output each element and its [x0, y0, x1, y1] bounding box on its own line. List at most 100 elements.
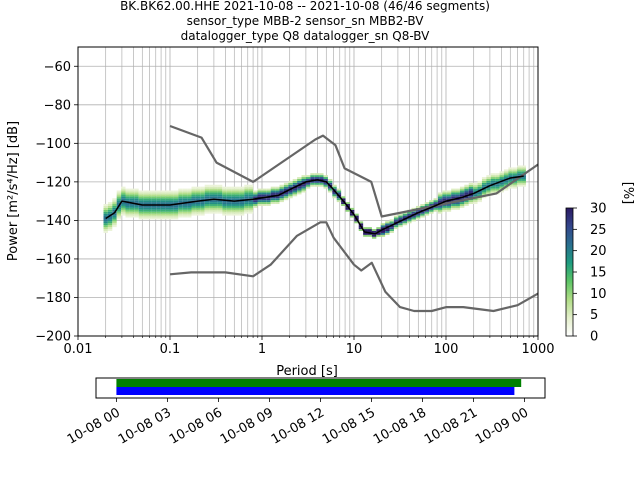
pdf-cell [107, 211, 113, 214]
pdf-cell [187, 204, 192, 206]
pdf-cell [173, 205, 179, 208]
pdf-cell [244, 205, 249, 208]
pdf-cell [253, 202, 258, 205]
pdf-cell [151, 192, 157, 195]
pdf-cell [160, 211, 166, 214]
pdf-cell [288, 192, 293, 195]
pdf-cell [261, 188, 267, 191]
pdf-cell [490, 180, 496, 183]
pdf-cell [222, 211, 227, 214]
pdf-cell [187, 205, 192, 208]
pdf-cell [473, 190, 478, 193]
pdf-cell [270, 186, 276, 189]
pdf-cell [512, 182, 518, 185]
pdf-cell [213, 205, 218, 208]
pdf-cell [143, 217, 148, 220]
pdf-cell [270, 196, 276, 199]
pdf-cell [446, 192, 452, 195]
pdf-cell [288, 186, 293, 189]
pdf-cell [446, 194, 452, 197]
pdf-cell [103, 225, 108, 228]
pdf-cell [327, 190, 333, 193]
pdf-cell [182, 196, 188, 199]
pdf-cell [349, 207, 355, 210]
pdf-cell [217, 200, 223, 203]
pdf-cell [442, 205, 447, 208]
pdf-cell [239, 209, 245, 212]
pdf-cell [270, 202, 276, 205]
pdf-cell [204, 192, 210, 195]
pdf-cell [327, 188, 333, 191]
pdf-cell [213, 207, 218, 210]
pdf-cell [345, 202, 350, 205]
pdf-cell [459, 190, 465, 193]
pdf-cell [187, 200, 192, 203]
pdf-cell [195, 196, 201, 199]
pdf-cell [499, 186, 504, 189]
pdf-cell [319, 178, 324, 181]
pdf-cell [165, 211, 170, 214]
pdf-cell [156, 194, 161, 197]
pdf-cell [270, 192, 276, 195]
pdf-cell [283, 188, 289, 191]
pdf-cell [191, 194, 196, 197]
pdf-cell [248, 192, 254, 195]
pdf-cell [217, 184, 223, 187]
pdf-cell [121, 204, 126, 206]
pdf-cell [182, 198, 188, 201]
pdf-cell [169, 192, 174, 195]
pdf-cell [235, 196, 240, 199]
pdf-cell [239, 202, 245, 205]
pdf-cell [226, 186, 232, 189]
pdf-cell [226, 213, 232, 216]
pdf-cell [103, 209, 108, 212]
pdf-cell [455, 205, 460, 208]
pdf-cell [182, 190, 188, 193]
pdf-cell [345, 209, 350, 212]
pdf-cell [134, 213, 139, 216]
pdf-cell [429, 209, 434, 212]
pdf-cell [279, 198, 284, 201]
pdf-cell [125, 211, 130, 214]
pdf-cell [261, 198, 267, 201]
pdf-cell [257, 188, 262, 191]
pdf-cell [481, 188, 487, 191]
pdf-cell [314, 180, 320, 183]
pdf-cell [226, 196, 232, 199]
pdf-cell [477, 190, 482, 193]
pdf-cell [292, 190, 298, 193]
pdf-cell [195, 204, 201, 206]
pdf-cell [407, 217, 412, 220]
pdf-cell [103, 223, 108, 226]
pdf-cell [512, 173, 518, 176]
pdf-cell [420, 215, 425, 218]
pdf-cell [345, 204, 350, 206]
pdf-cell [358, 223, 364, 226]
y-tick-label: −100 [35, 137, 71, 152]
pdf-cell [138, 190, 144, 193]
pdf-cell [503, 180, 509, 183]
pdf-cell [200, 196, 205, 199]
pdf-cell [182, 204, 188, 206]
pdf-cell [248, 186, 254, 189]
pdf-cell [195, 186, 201, 189]
title-line-2: sensor_type MBB-2 sensor_sn MBB2-BV [187, 14, 425, 28]
pdf-cell [310, 173, 315, 176]
pdf-cell [389, 223, 394, 226]
pdf-cell [195, 188, 201, 191]
pdf-cell [248, 204, 254, 206]
pdf-cell [187, 215, 192, 218]
pdf-cell [288, 184, 293, 187]
pdf-cell [253, 205, 258, 208]
pdf-cell [112, 202, 117, 205]
pdf-cell [116, 196, 122, 199]
pdf-cell [217, 186, 223, 189]
pdf-cell [165, 198, 170, 201]
pdf-cell [187, 188, 192, 191]
pdf-cell [424, 204, 430, 206]
pdf-cell [499, 182, 504, 185]
pdf-cell [407, 213, 412, 216]
pdf-cell [129, 196, 135, 199]
pdf-cell [231, 196, 236, 199]
pdf-cell [231, 188, 236, 191]
